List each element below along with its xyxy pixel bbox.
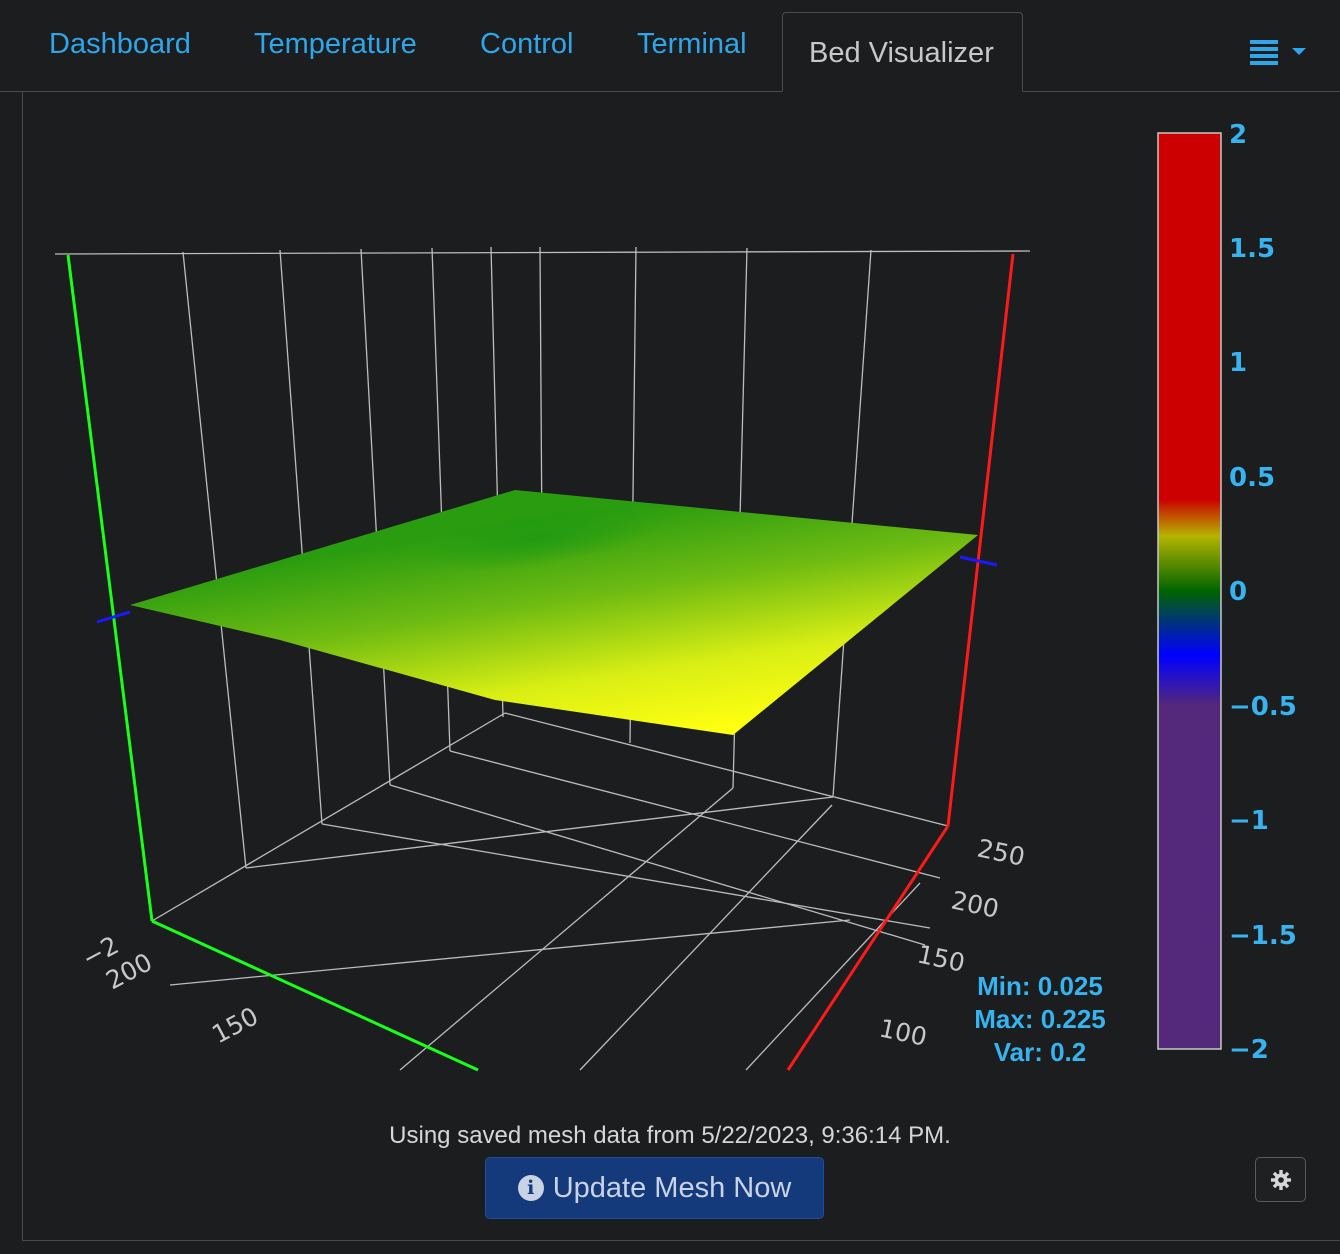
- update-mesh-label: Update Mesh Now: [552, 1171, 792, 1204]
- bed-visualizer-panel: [22, 91, 1340, 1241]
- mesh-max: Max: 0.225: [974, 1004, 1106, 1034]
- axis-tick-labels: 250 200 150 100 200 150 −2: [77, 834, 1027, 1052]
- mesh-min: Min: 0.025: [977, 971, 1103, 1001]
- mesh-surface[interactable]: [130, 469, 978, 735]
- settings-button[interactable]: [1255, 1157, 1306, 1202]
- colorbar-tick: 1.5: [1229, 234, 1275, 264]
- tab-bar: Dashboard Temperature Control Terminal B…: [0, 0, 1340, 92]
- colorbar: 2 1.5 1 0.5 0 −0.5 −1 −1.5 −2: [1157, 120, 1297, 1065]
- tab-dashboard[interactable]: Dashboard: [49, 28, 191, 60]
- tab-terminal[interactable]: Terminal: [637, 28, 747, 60]
- x-tick-label: 200: [949, 886, 1002, 924]
- mesh-variance: Var: 0.2: [993, 1037, 1087, 1067]
- mesh-stats: Min: 0.025 Max: 0.225 Var: 0.2: [950, 970, 1130, 1069]
- tab-bed-visualizer[interactable]: Bed Visualizer: [782, 12, 1023, 92]
- floor-grid: [151, 712, 949, 1071]
- y-tick-label: 150: [207, 1001, 263, 1049]
- x-axis-floor: [786, 825, 950, 1071]
- colorbar-tick: −1.5: [1229, 921, 1297, 951]
- x-axis-vertical: [946, 253, 1015, 827]
- colorbar-tick: −0.5: [1229, 692, 1297, 722]
- colorbar-tick: 0.5: [1229, 463, 1275, 493]
- y-axis-vertical: [66, 254, 154, 922]
- x-tick-label: 100: [877, 1014, 930, 1052]
- mesh-status-text: Using saved mesh data from 5/22/2023, 9:…: [389, 1122, 951, 1149]
- y-axis-floor: [151, 919, 479, 1072]
- tab-divider: [0, 91, 1340, 92]
- x-tick-label: 250: [975, 834, 1028, 872]
- tab-control[interactable]: Control: [480, 28, 574, 60]
- colorbar-tick: −1: [1229, 806, 1269, 836]
- info-icon: i: [517, 1175, 544, 1201]
- colorbar-tick: 1: [1229, 348, 1247, 378]
- tab-temperature[interactable]: Temperature: [254, 28, 417, 60]
- update-mesh-button[interactable]: i Update Mesh Now: [485, 1157, 824, 1219]
- tabs-menu-button[interactable]: [1248, 38, 1314, 68]
- colorbar-tick: 2: [1229, 120, 1247, 150]
- colorbar-tick: 0: [1229, 577, 1247, 607]
- list-icon: [1250, 40, 1306, 65]
- colorbar-tick: −2: [1229, 1035, 1269, 1065]
- z-axis-left: [96, 610, 131, 624]
- gear-icon: [1270, 1169, 1291, 1190]
- caret-down-icon: [1292, 48, 1306, 55]
- z-axis-right: [959, 555, 998, 567]
